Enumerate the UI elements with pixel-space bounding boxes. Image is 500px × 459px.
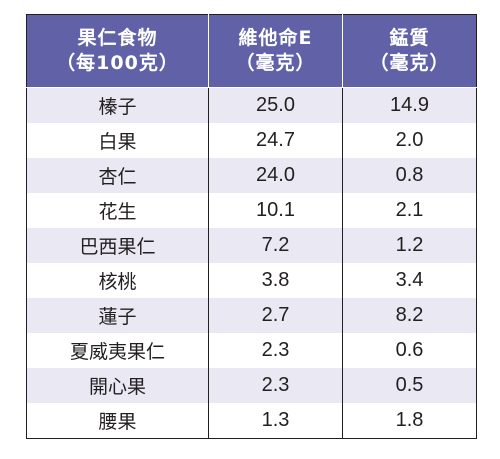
manganese-value: 0.5 xyxy=(342,368,477,403)
food-name: 巴西果仁 xyxy=(26,228,209,263)
vitamin-e-value: 10.1 xyxy=(208,193,343,228)
vitamin-e-value: 24.7 xyxy=(208,123,343,158)
vitamin-e-value: 2.3 xyxy=(208,368,343,403)
vitamin-e-value: 7.2 xyxy=(208,228,343,263)
manganese-value: 1.8 xyxy=(342,403,477,439)
table-row: 巴西果仁 7.2 1.2 xyxy=(26,228,477,263)
vitamin-e-value: 24.0 xyxy=(208,158,343,193)
manganese-value: 2.0 xyxy=(342,123,477,158)
header-vitamin-e-unit: （毫克） xyxy=(235,52,316,74)
table-row: 夏威夷果仁 2.3 0.6 xyxy=(26,333,477,368)
table-row: 杏仁 24.0 0.8 xyxy=(26,158,477,193)
food-name: 腰果 xyxy=(26,403,209,439)
header-food-unit: （每100克） xyxy=(56,52,179,74)
manganese-value: 0.6 xyxy=(342,333,477,368)
vitamin-e-value: 2.7 xyxy=(208,298,343,333)
table-row: 開心果 2.3 0.5 xyxy=(26,368,477,403)
table-row: 蓮子 2.7 8.2 xyxy=(26,298,477,333)
food-name: 開心果 xyxy=(26,368,209,403)
food-name: 夏威夷果仁 xyxy=(26,333,209,368)
food-name: 核桃 xyxy=(26,263,209,298)
manganese-value: 3.4 xyxy=(342,263,477,298)
vitamin-e-value: 1.3 xyxy=(208,403,343,439)
manganese-value: 8.2 xyxy=(342,298,477,333)
manganese-value: 0.8 xyxy=(342,158,477,193)
header-vitamin-e: 維他命E （毫克） xyxy=(208,14,343,88)
vitamin-e-value: 2.3 xyxy=(208,333,343,368)
manganese-value: 2.1 xyxy=(342,193,477,228)
manganese-value: 1.2 xyxy=(342,228,477,263)
manganese-value: 14.9 xyxy=(342,87,477,123)
header-food-title: 果仁食物 xyxy=(77,27,158,49)
header-manganese: 錳質 （毫克） xyxy=(342,14,477,88)
header-manganese-title: 錳質 xyxy=(389,27,430,49)
table-header-row: 果仁食物 （每100克） 維他命E （毫克） 錳質 （毫克） xyxy=(26,14,477,88)
header-manganese-unit: （毫克） xyxy=(369,52,450,74)
header-food: 果仁食物 （每100克） xyxy=(26,14,209,88)
food-name: 杏仁 xyxy=(26,158,209,193)
food-name: 蓮子 xyxy=(26,298,209,333)
food-name: 花生 xyxy=(26,193,209,228)
nut-nutrition-table: 果仁食物 （每100克） 維他命E （毫克） 錳質 （毫克） 榛子 25.0 1… xyxy=(26,14,477,439)
food-name: 白果 xyxy=(26,123,209,158)
nutrition-table-container: 果仁食物 （每100克） 維他命E （毫克） 錳質 （毫克） 榛子 25.0 1… xyxy=(26,14,477,439)
vitamin-e-value: 25.0 xyxy=(208,87,343,123)
table-row: 白果 24.7 2.0 xyxy=(26,123,477,158)
header-vitamin-e-title: 維他命E xyxy=(238,27,313,49)
table-row: 核桃 3.8 3.4 xyxy=(26,263,477,298)
table-row: 腰果 1.3 1.8 xyxy=(26,403,477,439)
table-row: 花生 10.1 2.1 xyxy=(26,193,477,228)
vitamin-e-value: 3.8 xyxy=(208,263,343,298)
food-name: 榛子 xyxy=(26,87,209,123)
table-row: 榛子 25.0 14.9 xyxy=(26,87,477,123)
